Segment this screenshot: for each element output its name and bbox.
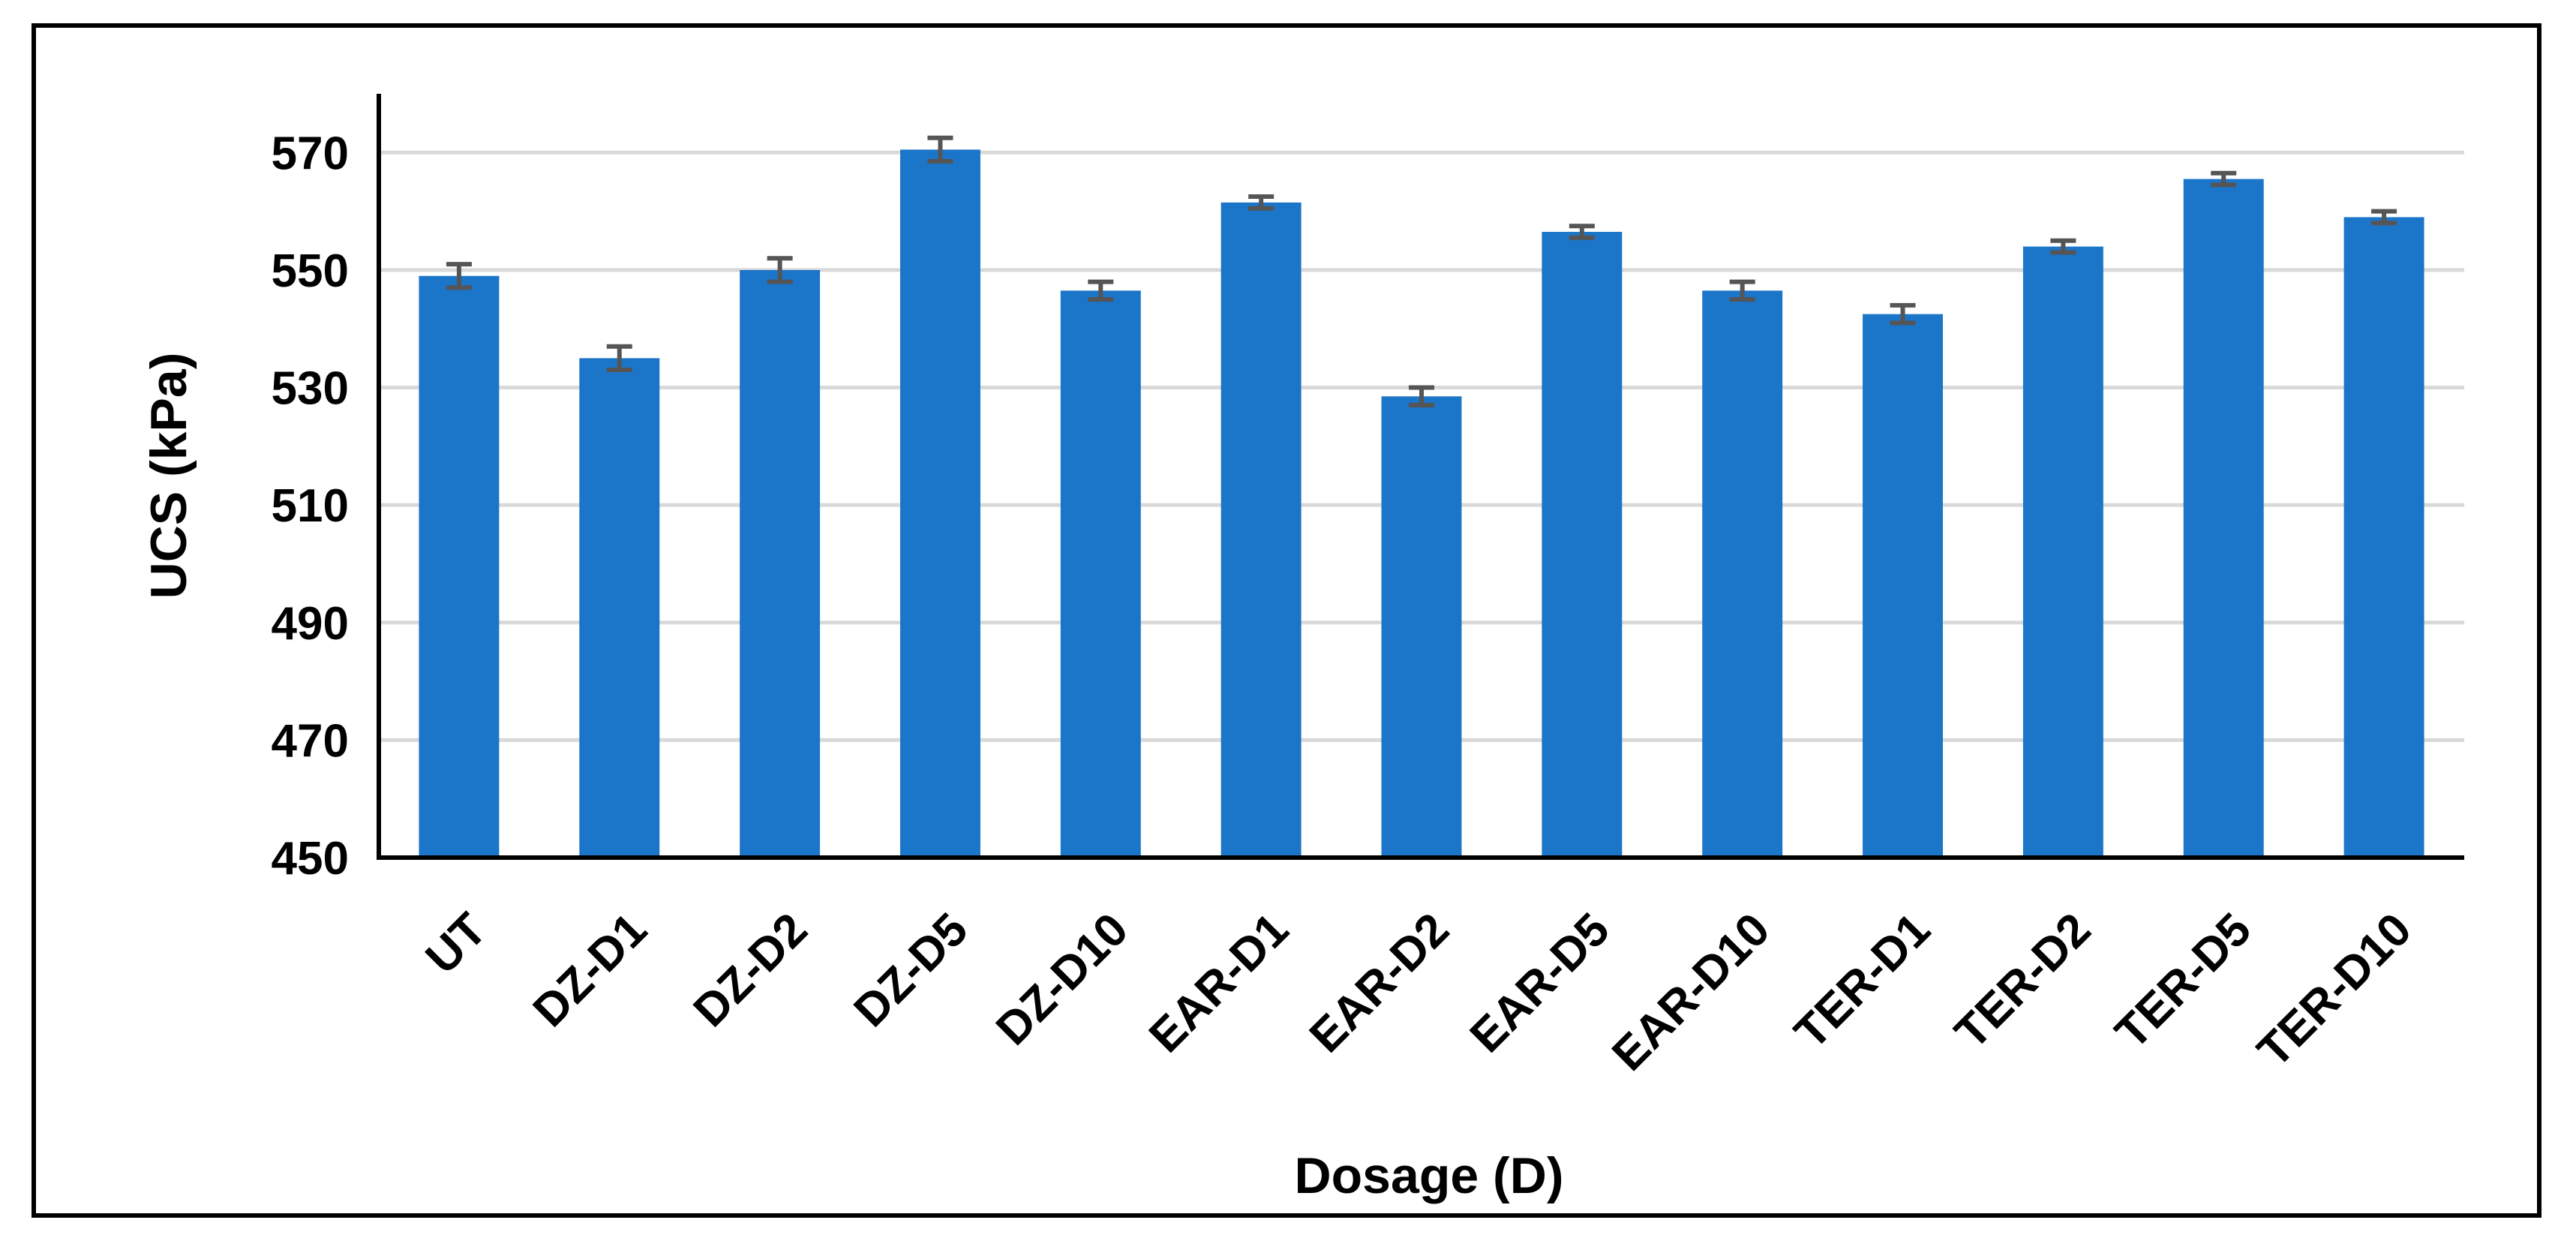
x-tick-label: TER-D1	[1785, 903, 1940, 1059]
x-tick-labels: UT DZ-D1 DZ-D2 DZ-D5 DZ-D10 EAR-D1 EAR-D2 EAR-D…	[416, 903, 2421, 1080]
x-tick-label: DZ-D5	[844, 903, 977, 1037]
axes	[377, 94, 2464, 860]
bar	[900, 149, 980, 858]
x-tick-label: EAR-D2	[1300, 903, 1459, 1062]
bar	[2343, 217, 2424, 858]
x-axis-title: Dosage (D)	[1295, 1147, 1564, 1204]
x-tick-label: EAR-D5	[1461, 903, 1620, 1062]
bar	[579, 358, 660, 858]
bar	[1060, 290, 1141, 858]
y-tick-label: 530	[272, 363, 349, 415]
y-tick-label: 550	[272, 245, 349, 297]
y-tick-label: 570	[272, 128, 349, 179]
bar	[740, 269, 821, 858]
x-tick-label: EAR-D10	[1602, 903, 1779, 1080]
bar	[1381, 396, 1462, 858]
gridlines	[379, 150, 2464, 742]
x-tick-label: EAR-D1	[1139, 903, 1299, 1062]
bar	[1863, 314, 1943, 858]
bar	[419, 275, 500, 858]
bar	[1542, 232, 1623, 858]
y-tick-label: 490	[272, 598, 349, 650]
x-tick-label: DZ-D10	[986, 903, 1138, 1055]
x-tick-label: DZ-D1	[524, 903, 657, 1037]
x-tick-label: TER-D5	[2106, 903, 2261, 1059]
error-bars	[446, 135, 2397, 408]
x-tick-label: TER-D2	[1945, 903, 2100, 1059]
x-tick-label: TER-D10	[2247, 903, 2421, 1077]
y-tick-label: 470	[272, 715, 349, 767]
x-tick-label: DZ-D2	[684, 903, 818, 1037]
y-tick-label: 510	[272, 480, 349, 532]
bar	[2183, 179, 2264, 858]
y-axis-title: UCS (kPa)	[140, 353, 197, 599]
y-tick-label: 450	[272, 833, 349, 885]
x-tick-label: UT	[416, 903, 497, 984]
bar	[1702, 290, 1783, 858]
bar	[1220, 202, 1302, 858]
bar	[2022, 246, 2103, 858]
y-tick-labels: 450 470 490 510 530 550 570	[272, 128, 349, 885]
bars	[419, 149, 2424, 858]
